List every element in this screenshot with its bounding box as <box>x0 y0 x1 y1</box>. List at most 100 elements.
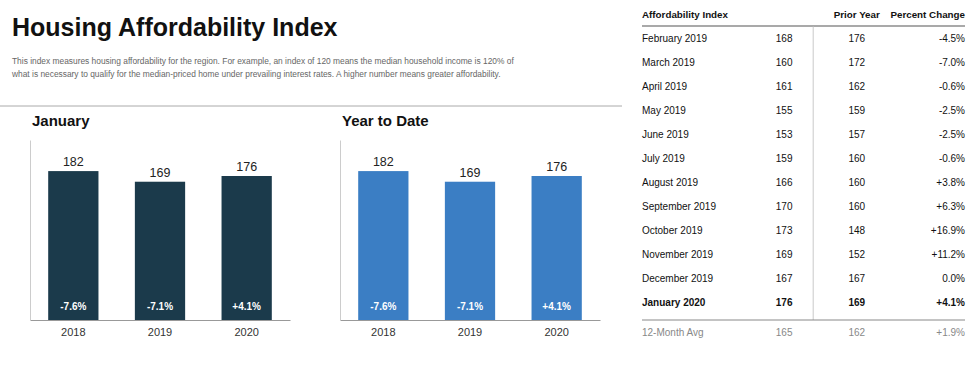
x-axis: 2018 2019 2020 <box>31 321 291 338</box>
bar <box>532 176 582 320</box>
x-tick-label: 2020 <box>544 326 568 338</box>
table-cell: 152 <box>848 249 865 260</box>
table-header: Percent Change <box>890 9 965 20</box>
table-cell: +4.1% <box>936 297 965 308</box>
table-cell: 157 <box>848 129 865 140</box>
bars <box>358 171 582 320</box>
y-axis-line <box>340 141 341 321</box>
table-cell: March 2019 <box>642 57 695 68</box>
table-header: Prior Year <box>834 9 880 20</box>
bar-annotation: +4.1% <box>542 301 571 312</box>
table-cell: -2.5% <box>939 105 965 116</box>
table-cell: July 2019 <box>642 153 685 164</box>
x-axis-line <box>31 320 291 321</box>
table-cell: 0.0% <box>942 273 965 284</box>
bar-annotation: -7.6% <box>370 301 396 312</box>
x-tick-label: 2020 <box>234 326 258 338</box>
table-cell: 159 <box>776 153 793 164</box>
table-cell: 170 <box>776 201 793 212</box>
bar-chart: January182169176-7.6%-7.1%+4.1%201820192… <box>31 112 291 338</box>
data-label: 182 <box>373 155 394 169</box>
y-axis-line <box>30 141 31 321</box>
bars <box>48 171 272 320</box>
table: Affordability Index Prior Year Percent Cha… <box>642 9 966 338</box>
table-footer-cell: 165 <box>776 327 793 338</box>
table-cell: 176 <box>848 33 865 44</box>
x-axis-line <box>341 320 601 321</box>
table-cell: 159 <box>848 105 865 116</box>
table-cell: November 2019 <box>642 249 714 260</box>
header-rule <box>642 25 965 26</box>
table-cell: 155 <box>776 105 793 116</box>
bar <box>358 171 408 320</box>
y-axis <box>340 141 341 321</box>
title: Housing Affordability Index <box>12 13 338 41</box>
table-footer-cell: 12-Month Avg <box>642 327 704 338</box>
data-label: 169 <box>460 166 481 180</box>
figure: Housing Affordability Index This index me… <box>0 0 975 380</box>
x-axis: 2018 2019 2020 <box>341 321 601 338</box>
table-cell: 148 <box>848 225 865 236</box>
table-cell: 176 <box>776 297 793 308</box>
subtitle-line: what is necessary to qualify for the med… <box>11 69 501 79</box>
chart-title: January <box>32 112 90 129</box>
table-header: Affordability Index <box>642 9 729 20</box>
chart-title: Year to Date <box>342 112 429 129</box>
x-tick: 2019 <box>458 326 482 338</box>
table-cell: 167 <box>848 273 865 284</box>
table-cell: 169 <box>848 297 865 308</box>
data-label: 182 <box>63 155 84 169</box>
table-cell: December 2019 <box>642 273 714 284</box>
table-cell: August 2019 <box>642 177 699 188</box>
bar-annotation: -7.6% <box>60 301 86 312</box>
table-cell: February 2019 <box>642 33 707 44</box>
data-label: 169 <box>150 166 171 180</box>
x-tick: 2018 <box>61 326 85 338</box>
column-divider <box>813 26 814 320</box>
table-cell: 160 <box>848 201 865 212</box>
data-label: 176 <box>236 160 257 174</box>
bar-annotation: -7.1% <box>457 301 483 312</box>
x-tick-label: 2018 <box>371 326 395 338</box>
table-footer-cell: 162 <box>848 327 865 338</box>
subtitle-line: This index measures housing affordabilit… <box>12 56 514 66</box>
bar <box>48 171 98 320</box>
x-tick-label: 2018 <box>61 326 85 338</box>
table-cell: April 2019 <box>642 81 687 92</box>
table-cell: +6.3% <box>936 201 965 212</box>
x-tick: 2020 <box>234 326 258 338</box>
bar <box>445 182 495 320</box>
x-tick: 2019 <box>148 326 172 338</box>
y-axis <box>30 141 31 321</box>
table-cell: September 2019 <box>642 201 716 212</box>
subtitle: This index measures housing affordabilit… <box>11 56 514 79</box>
data-label: 176 <box>546 160 567 174</box>
table-cell: 161 <box>776 81 793 92</box>
table-cell: 153 <box>776 129 793 140</box>
table-cell: -0.6% <box>939 153 965 164</box>
table-cell: June 2019 <box>642 129 689 140</box>
table-cell: +11.2% <box>932 249 966 260</box>
table-cell: 160 <box>776 57 793 68</box>
bar-annotation: +4.1% <box>232 301 261 312</box>
table-cell: 167 <box>776 273 793 284</box>
bar <box>135 182 185 320</box>
separator <box>0 106 622 107</box>
table-cell: October 2019 <box>642 225 703 236</box>
table-cell: -4.5% <box>939 33 965 44</box>
table-cell: 166 <box>776 177 793 188</box>
table-cell: January 2020 <box>642 297 706 308</box>
table-cell: May 2019 <box>642 105 686 116</box>
footer-rule <box>642 320 965 321</box>
table-cell: 160 <box>848 177 865 188</box>
table-cell: +16.9% <box>931 225 965 236</box>
table-cell: -0.6% <box>939 81 965 92</box>
table-cell: 173 <box>776 225 793 236</box>
table-cell: 168 <box>776 33 793 44</box>
x-tick: 2018 <box>371 326 395 338</box>
x-tick: 2020 <box>544 326 568 338</box>
table-cell: 172 <box>848 57 865 68</box>
table-cell: +3.8% <box>936 177 965 188</box>
table-cell: -7.0% <box>939 57 965 68</box>
x-tick-label: 2019 <box>148 326 172 338</box>
